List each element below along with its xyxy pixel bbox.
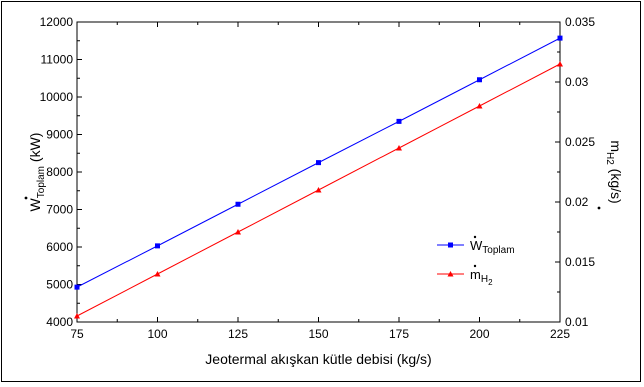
legend-label-m-h2: mH2 [470,267,493,287]
y-right-axis-label: mH2 (kg/s) [604,140,624,203]
legend-dot-m-h2 [473,264,477,268]
chart-frame: 75 100 125 150 175 200 225 4000 5000 6000 7000 8000… [1,1,641,382]
y-left-tick-label: 5000 [46,278,73,292]
y-left-label-dot [24,196,28,200]
x-tick-label: 200 [469,327,489,341]
y-left-tick-label: 6000 [46,240,73,254]
y-left-tick-label: 8000 [46,165,73,179]
w-toplam-point [557,35,563,41]
y-right-tick-label: 0.015 [565,255,595,269]
m-h2-point [74,313,80,319]
y-right-label-dot [597,206,601,210]
w-toplam-point [316,160,321,166]
x-tick-label: 100 [147,327,167,341]
series-layer [74,35,563,319]
w-toplam-point [155,243,160,249]
y-right-tick-label: 0.025 [565,135,595,149]
y-left-tick-label: 7000 [46,203,73,217]
legend-label-w-toplam: WToplam [470,238,515,256]
legend-marker-w-toplam [448,242,453,248]
legend-dot-w-toplam [473,235,477,239]
m-h2-point [154,271,161,277]
m-h2-point [235,229,241,235]
x-tick-label: 175 [389,327,409,341]
x-tick-label: 75 [70,327,84,341]
x-tick-label: 150 [308,327,328,341]
m-h2-point [476,103,483,109]
y-right-tick-label: 0.03 [565,75,589,89]
x-axis-label: Jeotermal akışkan kütle debisi (kg/s) [205,351,431,367]
legend: WToplam mH2 [437,235,515,287]
y-left-axis-label: WToplam (kW) [27,133,47,212]
y-right-tick-label: 0.035 [565,15,595,29]
w-toplam-point [477,77,482,83]
y-left-tick-label: 11000 [41,53,74,67]
x-tick-label: 225 [550,327,570,341]
y-left-tick-label: 12000 [40,15,74,29]
y-right-tick-label: 0.02 [565,195,589,209]
y-left-tick-label: 9000 [46,128,73,142]
y-left-tick-label: 4000 [46,315,73,329]
m-h2-point [315,187,322,193]
x-tick-label: 125 [228,327,248,341]
legend-marker-m-h2 [447,271,454,277]
y-left-tick-label: 10000 [40,90,74,104]
w-toplam-point [74,284,80,290]
m-h2-point [557,61,563,67]
w-toplam-point [396,118,402,124]
y-right-tick-label: 0.01 [565,315,589,329]
axes-layer: 75 100 125 150 175 200 225 4000 5000 6000 7000 8000… [24,15,624,367]
w-toplam-point [235,201,241,207]
m-h2-point [396,145,402,151]
